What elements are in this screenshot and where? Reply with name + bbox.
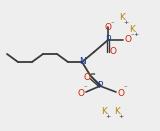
Text: +: + [123, 20, 129, 24]
Text: K: K [101, 108, 107, 116]
Text: O: O [104, 23, 112, 32]
Text: P: P [97, 81, 103, 91]
Text: ⁻: ⁻ [110, 21, 114, 27]
Text: ⁻: ⁻ [123, 85, 127, 91]
Text: ⁻: ⁻ [83, 85, 87, 91]
Text: O: O [117, 89, 124, 97]
Text: ⁻: ⁻ [130, 33, 134, 39]
Text: +: + [133, 31, 139, 37]
Text: +: + [105, 113, 111, 119]
Text: =: = [89, 71, 95, 77]
Text: K: K [114, 108, 120, 116]
Text: N: N [79, 58, 85, 67]
Text: K: K [129, 26, 135, 34]
Text: P: P [105, 36, 111, 45]
Text: O: O [109, 48, 116, 56]
Text: +: + [118, 113, 124, 119]
Text: O: O [84, 73, 91, 83]
Text: K: K [119, 13, 125, 23]
Text: O: O [77, 89, 84, 97]
Text: O: O [124, 36, 132, 45]
